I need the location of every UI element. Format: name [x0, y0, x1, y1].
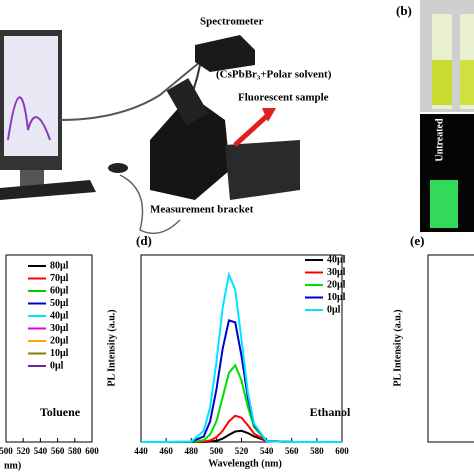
vial-label: Untreated	[434, 118, 445, 162]
legend-label: 10μl	[327, 292, 346, 303]
setup-photo: Spectrometer (CsPbBr₃+Polar solvent) Flu…	[0, 16, 332, 235]
panel-label: (d)	[136, 233, 152, 248]
vial-photo: Untreated (b)	[396, 0, 474, 232]
vial-liquid	[432, 60, 452, 105]
legend-label: 20μl	[327, 279, 346, 290]
x-tick-label: 480	[185, 446, 199, 456]
label: (CsPbBr₃+Polar solvent)	[216, 69, 332, 81]
x-tick-label: 500	[210, 446, 224, 456]
annotation: Toluene	[40, 405, 81, 419]
legend-label: 40μl	[50, 310, 69, 321]
x-tick-label: 520	[235, 446, 249, 456]
x-tick-label: 580	[310, 446, 324, 456]
legend-label: 20μl	[50, 335, 69, 346]
cable	[119, 174, 181, 235]
legend-label: 0μl	[50, 360, 64, 371]
x-tick-label: 600	[335, 446, 349, 456]
x-tick-label: 600	[85, 446, 99, 456]
panel-label: (b)	[396, 3, 412, 18]
series-line	[141, 271, 342, 443]
axes-frame	[427, 254, 474, 443]
legend-label: 60μl	[50, 285, 69, 296]
bracket	[150, 95, 230, 200]
legend-label: 30μl	[50, 323, 69, 334]
y-axis-label: PL Intensity (a.u.)	[392, 309, 403, 386]
x-tick-label: 560	[285, 446, 299, 456]
label: Spectrometer	[200, 16, 263, 28]
screen-plot	[7, 96, 51, 141]
x-tick-label: 540	[34, 446, 48, 456]
legend-label: 40μl	[327, 254, 346, 265]
label: Measurement bracket	[150, 204, 254, 216]
axes-frame	[5, 254, 93, 443]
x-tick-label: 460	[159, 446, 173, 456]
x-tick-label: 440	[134, 446, 148, 456]
cable	[59, 57, 206, 121]
legend-label: 70μl	[50, 273, 69, 284]
vial-liquid	[460, 60, 474, 105]
arrow	[233, 113, 270, 147]
x-axis-label: nm)	[4, 460, 21, 471]
annotation: Ethanol	[310, 405, 351, 419]
glow	[430, 180, 458, 228]
x-tick-label: 500	[0, 446, 13, 456]
keyboard	[0, 180, 96, 200]
legend-label: 0μl	[327, 304, 341, 315]
legend-label: 10μl	[50, 348, 69, 359]
label: Fluorescent sample	[238, 92, 329, 104]
legend-label: 50μl	[50, 298, 69, 309]
x-tick-label: 540	[260, 446, 274, 456]
x-tick-label: 580	[68, 446, 82, 456]
arrow-head	[262, 108, 276, 122]
stage	[225, 140, 300, 200]
lens	[166, 78, 209, 126]
x-tick-label: 560	[51, 446, 65, 456]
panel-label: (e)	[410, 233, 424, 248]
mouse	[108, 163, 128, 173]
y-axis-label: PL Intensity (a.u.)	[106, 309, 117, 386]
x-axis-label: Wavelength (nm)	[208, 458, 282, 469]
monitor-stand	[20, 170, 44, 188]
legend-label: 80μl	[50, 260, 69, 271]
spectrometer	[195, 35, 255, 72]
legend-label: 30μl	[327, 267, 346, 278]
x-tick-label: 520	[16, 446, 30, 456]
